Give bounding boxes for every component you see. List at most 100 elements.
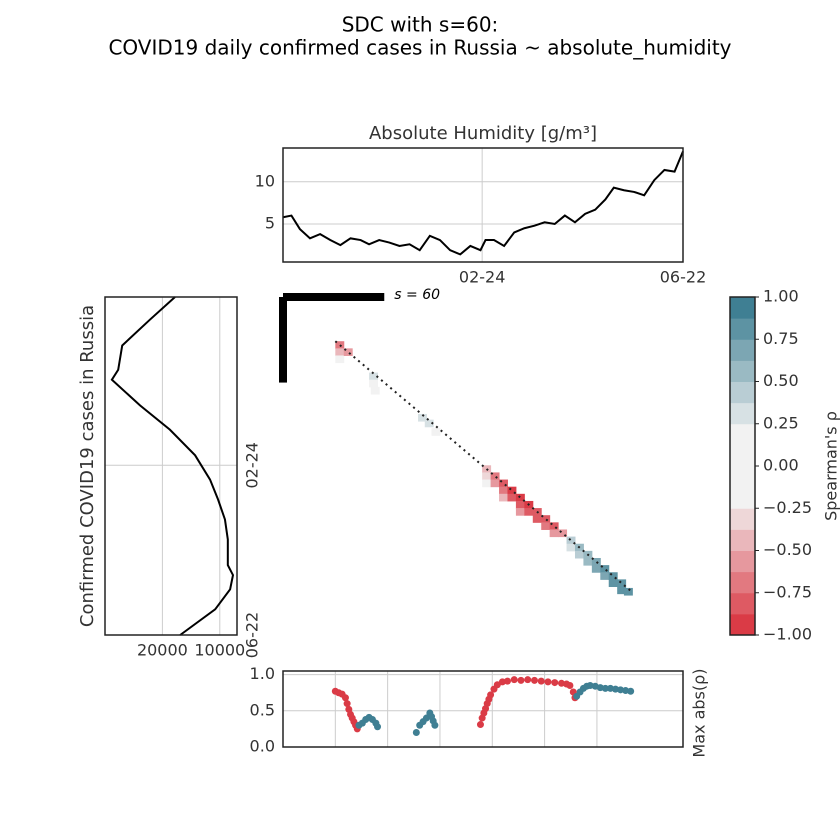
point [487, 691, 495, 699]
heatmap-cell [482, 472, 492, 481]
point [517, 676, 525, 684]
point [493, 681, 501, 689]
colorbar-tick-label: 0.00 [763, 456, 799, 475]
window-bar [283, 293, 385, 301]
colorbar-step [730, 508, 755, 530]
colorbar-step [730, 550, 755, 573]
heatmap-cell [515, 500, 525, 509]
line [282, 150, 684, 256]
heatmap-cell [600, 565, 610, 573]
heatmap-cell [499, 493, 508, 502]
heatmap-cell [418, 413, 427, 422]
heatmap-cell [574, 550, 584, 559]
frame [282, 147, 684, 263]
point [544, 678, 552, 686]
frame [729, 296, 756, 636]
heatmap-cell [608, 572, 618, 580]
heatmap-cell [424, 419, 434, 428]
heatmap-cell [369, 372, 379, 381]
heatmap-cell [343, 348, 353, 356]
x-tick-label: 02-24 [459, 268, 506, 287]
colorbar-step [730, 360, 755, 382]
y-tick-label: 10 [255, 171, 275, 190]
point [503, 677, 511, 685]
y-tick-label: 5 [265, 214, 275, 233]
y-axis-label: Confirmed COVID19 cases in Russia [77, 305, 98, 627]
frame [282, 670, 684, 748]
x-tick-label: 06-22 [660, 268, 707, 287]
point [341, 694, 349, 702]
figure-title: SDC with s=60: [342, 13, 499, 37]
point [476, 721, 484, 729]
colorbar-step [730, 571, 755, 594]
y-tick-label: 0.0 [250, 737, 275, 756]
heatmap-cell [541, 522, 551, 530]
point [412, 729, 420, 737]
figure-subtitle: COVID19 daily confirmed cases in Russia … [108, 36, 731, 60]
heatmap-cell [549, 529, 559, 538]
point [566, 681, 574, 689]
heatmap-cell [335, 348, 345, 356]
point [374, 723, 382, 731]
colorbar-step [730, 613, 755, 636]
heatmap-cell [617, 579, 627, 588]
colorbar-step [730, 381, 755, 404]
point [510, 676, 518, 684]
y-tick-label: 06-22 [243, 612, 262, 659]
line [110, 296, 235, 636]
point [524, 676, 532, 684]
colorbar-tick-label: −1.00 [763, 625, 812, 644]
colorbar-tick-label: 0.50 [763, 371, 799, 390]
heatmap-cell [507, 493, 517, 502]
heatmap-cell [490, 479, 500, 488]
heatmap-cell [566, 543, 576, 552]
diagonal [334, 340, 634, 593]
colorbar-step [730, 529, 755, 551]
colorbar-tick-label: −0.50 [763, 540, 812, 559]
heatmap-cell [608, 579, 618, 588]
y-tick-label: 0.5 [250, 700, 275, 719]
heatmap-cell [541, 515, 551, 523]
point [551, 679, 559, 687]
heatmap-cell [499, 486, 508, 495]
heatmap-cell [335, 355, 345, 364]
heatmap-cell [515, 493, 525, 502]
colorbar-step [730, 297, 755, 319]
frame [104, 296, 238, 636]
colorbar-tick-label: −0.25 [763, 498, 812, 517]
heatmap-cell [490, 472, 500, 481]
point [431, 721, 439, 729]
point [601, 684, 609, 692]
heatmap-cell [549, 522, 559, 530]
heatmap-cell [370, 386, 380, 395]
heatmap-cell [600, 572, 610, 580]
colorbar-step [730, 318, 755, 340]
point [343, 700, 351, 708]
heatmap-cell [335, 341, 345, 349]
x-tick-label: 10000 [194, 641, 245, 660]
heatmap-cell [591, 565, 601, 573]
point [627, 687, 635, 695]
heatmap-cell [524, 508, 534, 516]
heatmap-cell [532, 515, 542, 523]
window-bar [279, 297, 287, 383]
colorbar-label: Spearman's ρ [822, 411, 840, 521]
window-label: s = 60 [394, 287, 440, 303]
colorbar-tick-label: 0.75 [763, 329, 799, 348]
colorbar-step [730, 466, 755, 488]
heatmap-cell [369, 379, 379, 388]
colorbar-step [730, 339, 755, 361]
heatmap-cell [591, 557, 601, 566]
heatmap-cell [507, 486, 517, 495]
colorbar-step [730, 423, 755, 446]
colorbar-tick-label: −0.75 [763, 582, 812, 601]
colorbar-step [730, 487, 755, 509]
point [530, 676, 538, 684]
y-tick-label: 1.0 [250, 664, 275, 683]
heatmap-cell [566, 536, 576, 545]
panel-title: Absolute Humidity [g/m³] [369, 123, 597, 144]
colorbar-tick-label: 0.25 [763, 413, 799, 432]
y-tick-label: 02-24 [243, 442, 262, 489]
heatmap-cell [558, 529, 568, 538]
